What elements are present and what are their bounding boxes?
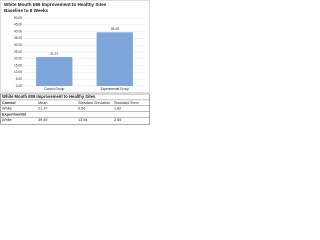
y-tick-label: 0.00 bbox=[16, 84, 22, 88]
table-cell: White bbox=[2, 118, 12, 122]
y-tick-label: 45.00 bbox=[14, 23, 22, 27]
table-cell: Standard Deviation bbox=[78, 101, 110, 105]
chart-subtitle: Baseline to 8 Weeks bbox=[4, 8, 49, 13]
y-tick-label: 30.00 bbox=[14, 43, 22, 47]
table-cell: 21.37 bbox=[38, 107, 48, 111]
table-cell: 39.45 bbox=[38, 118, 48, 122]
y-tick-label: 15.00 bbox=[14, 63, 22, 67]
table-cell: 9.56 bbox=[78, 107, 85, 111]
table-cell: 1.82 bbox=[114, 107, 121, 111]
table-title: White Mouth EIB Improvement to Healthy S… bbox=[2, 94, 96, 99]
bar bbox=[36, 56, 73, 86]
y-tick-label: 25.00 bbox=[14, 50, 22, 54]
table-cell: 2.65 bbox=[114, 118, 121, 122]
y-tick-label: 40.00 bbox=[14, 29, 22, 33]
table-cell: Experimental bbox=[2, 112, 26, 116]
data-label: 21.37 bbox=[50, 52, 58, 56]
table-cell: 13.94 bbox=[78, 118, 88, 122]
y-tick-label: 50.00 bbox=[14, 16, 22, 20]
y-tick-label: 5.00 bbox=[16, 77, 22, 81]
data-label: 39.45 bbox=[111, 27, 119, 31]
table-frame bbox=[0, 93, 150, 125]
y-tick-label: 10.00 bbox=[14, 70, 22, 74]
table-cell: Mean bbox=[38, 101, 48, 105]
y-tick-label: 20.00 bbox=[14, 57, 22, 61]
table-cell: White bbox=[2, 107, 12, 111]
table-cell: Standard Error bbox=[114, 101, 140, 105]
x-tick-label: Control Group bbox=[44, 87, 64, 91]
bar bbox=[96, 32, 133, 86]
chart-title: White Mouth EIB Improvement to Healthy S… bbox=[4, 2, 107, 7]
page: White Mouth EIB Improvement to Healthy S… bbox=[0, 0, 150, 125]
table-cell: Control bbox=[2, 101, 16, 105]
x-tick-label: Experimental Group bbox=[101, 87, 130, 91]
y-tick-label: 35.00 bbox=[14, 36, 22, 40]
